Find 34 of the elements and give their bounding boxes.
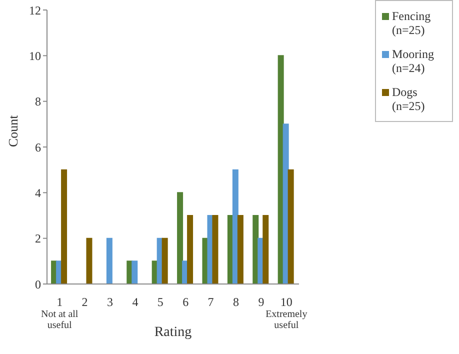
y-tick-label: 0 [35, 277, 41, 292]
bar [232, 169, 238, 284]
y-tick-label: 12 [29, 3, 41, 18]
y-tick-label: 10 [29, 48, 41, 63]
x-tick-label: 4 [132, 295, 138, 309]
x-tick-label: 1 Not at all useful [40, 295, 78, 331]
legend-label: Mooring (n=24) [392, 47, 434, 75]
bar [237, 215, 244, 284]
bar [162, 238, 168, 284]
x-tick-label: 3 [107, 295, 113, 309]
bar [212, 215, 218, 284]
y-axis-title: Count [6, 114, 21, 147]
y-tick-label: 4 [35, 186, 41, 200]
x-tick-label: 5 [157, 295, 164, 309]
legend-label: Dogs (n=25) [392, 85, 425, 113]
x-tick-label: 10 Extremely useful [266, 295, 308, 331]
bar [177, 192, 184, 284]
legend-label: Fencing (n=25) [392, 9, 431, 37]
y-tick-label: 6 [35, 140, 41, 154]
x-tick-label: 7 [208, 295, 214, 309]
x-tick-label: 9 [258, 295, 264, 309]
x-tick-label: 6 [182, 295, 189, 309]
bar [86, 238, 92, 284]
bar [61, 169, 68, 284]
x-axis-title: Rating [154, 325, 192, 340]
x-tick-label: 2 [82, 295, 88, 309]
bar [187, 215, 194, 284]
bar [288, 169, 294, 284]
bar [132, 260, 138, 284]
bar [106, 238, 112, 284]
y-tick-label: 2 [35, 232, 41, 246]
y-tick-label: 8 [35, 94, 41, 109]
x-tick-label: 8 [233, 295, 239, 309]
bar [262, 215, 269, 284]
